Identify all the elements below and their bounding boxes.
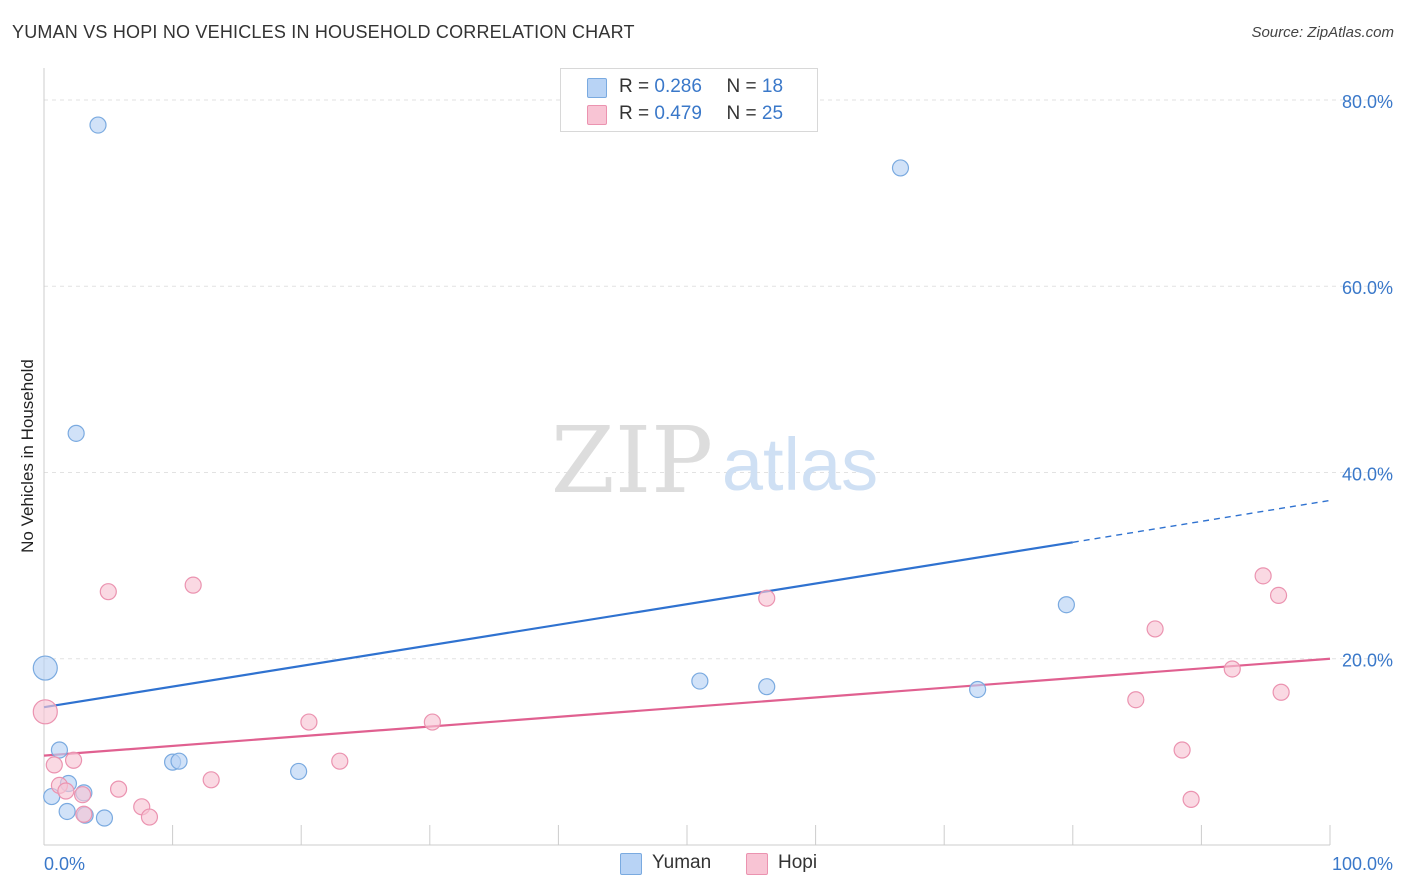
y-tick-label: 20.0% <box>1342 651 1393 671</box>
yuman-point <box>891 159 910 177</box>
gridlines <box>44 99 1392 660</box>
hopi-point <box>75 805 93 823</box>
hopi-point <box>32 699 58 725</box>
hopi-point <box>1146 620 1164 638</box>
hopi-point <box>45 756 63 774</box>
hopi-point <box>202 771 220 789</box>
yuman-point <box>89 116 107 134</box>
hopi-point <box>1254 567 1272 585</box>
yuman-trend-extension <box>1072 499 1331 544</box>
y-tick-label: 60.0% <box>1342 278 1393 298</box>
hopi-point <box>109 780 128 798</box>
tick-labels: 20.0% 40.0% 60.0% 80.0% 0.0% 100.0% <box>44 92 1393 874</box>
yuman-point <box>290 762 308 781</box>
yuman-swatch <box>587 78 607 98</box>
yuman-point <box>758 678 776 696</box>
hopi-trend-line <box>43 657 1331 757</box>
hopi-legend-swatch <box>746 853 768 875</box>
hopi-point <box>331 752 349 770</box>
legend-r-label: R = <box>619 76 650 97</box>
yuman-point <box>969 680 987 699</box>
hopi-point <box>1182 790 1200 808</box>
hopi-point <box>1127 691 1145 709</box>
legend-item-label: Hopi <box>778 852 818 873</box>
source-credit: Source: ZipAtlas.com <box>1251 24 1394 41</box>
legend-n-label: N = <box>726 103 757 124</box>
watermark: ZIP atlas <box>551 407 878 514</box>
legend-n-value: 18 <box>761 76 784 97</box>
yuman-point <box>32 655 58 681</box>
stats-legend: R = 0.286 N = 18 R = 0.479 N = 25 <box>560 68 818 132</box>
yuman-legend-swatch <box>620 853 642 875</box>
axes <box>43 68 1331 846</box>
hopi-point <box>64 751 83 769</box>
y-tick-label: 80.0% <box>1342 92 1393 112</box>
hopi-point <box>140 808 159 826</box>
hopi-point <box>57 782 75 800</box>
yuman-point <box>95 809 114 827</box>
x-tick-label: 100.0% <box>1332 854 1393 874</box>
hopi-point <box>1269 586 1288 605</box>
hopi-point <box>758 589 776 607</box>
x-tick-label: 0.0% <box>44 854 85 874</box>
yuman-point <box>170 752 188 770</box>
legend-r-label: R = <box>619 103 650 124</box>
hopi-point <box>1272 683 1290 701</box>
legend-r-value: 0.479 <box>654 103 702 124</box>
yuman-point <box>67 424 85 442</box>
yuman-point <box>1057 596 1075 614</box>
hopi-point <box>73 786 92 804</box>
trend-lines <box>43 499 1331 757</box>
hopi-point <box>99 583 117 601</box>
hopi-swatch <box>587 105 607 125</box>
chart-title: YUMAN VS HOPI NO VEHICLES IN HOUSEHOLD C… <box>12 22 635 42</box>
legend-r-value: 0.286 <box>654 76 702 97</box>
hopi-point <box>184 576 202 594</box>
yuman-trend-line <box>43 541 1073 709</box>
legend-n-label: N = <box>726 76 757 97</box>
yuman-point <box>58 802 76 821</box>
hopi-point <box>1173 741 1191 759</box>
hopi-point <box>1223 660 1241 678</box>
series-legend: Yuman Hopi <box>0 852 1406 878</box>
y-tick-label: 40.0% <box>1342 464 1393 484</box>
watermark-zip: ZIP <box>551 407 713 514</box>
yuman-point <box>691 672 709 690</box>
yuman-point <box>50 741 69 759</box>
watermark-atlas: atlas <box>722 423 878 506</box>
hopi-point <box>423 713 441 731</box>
hopi-point <box>300 713 318 731</box>
legend-item-label: Yuman <box>652 852 712 873</box>
legend-n-value: 25 <box>761 103 784 124</box>
data-points <box>32 116 1290 827</box>
